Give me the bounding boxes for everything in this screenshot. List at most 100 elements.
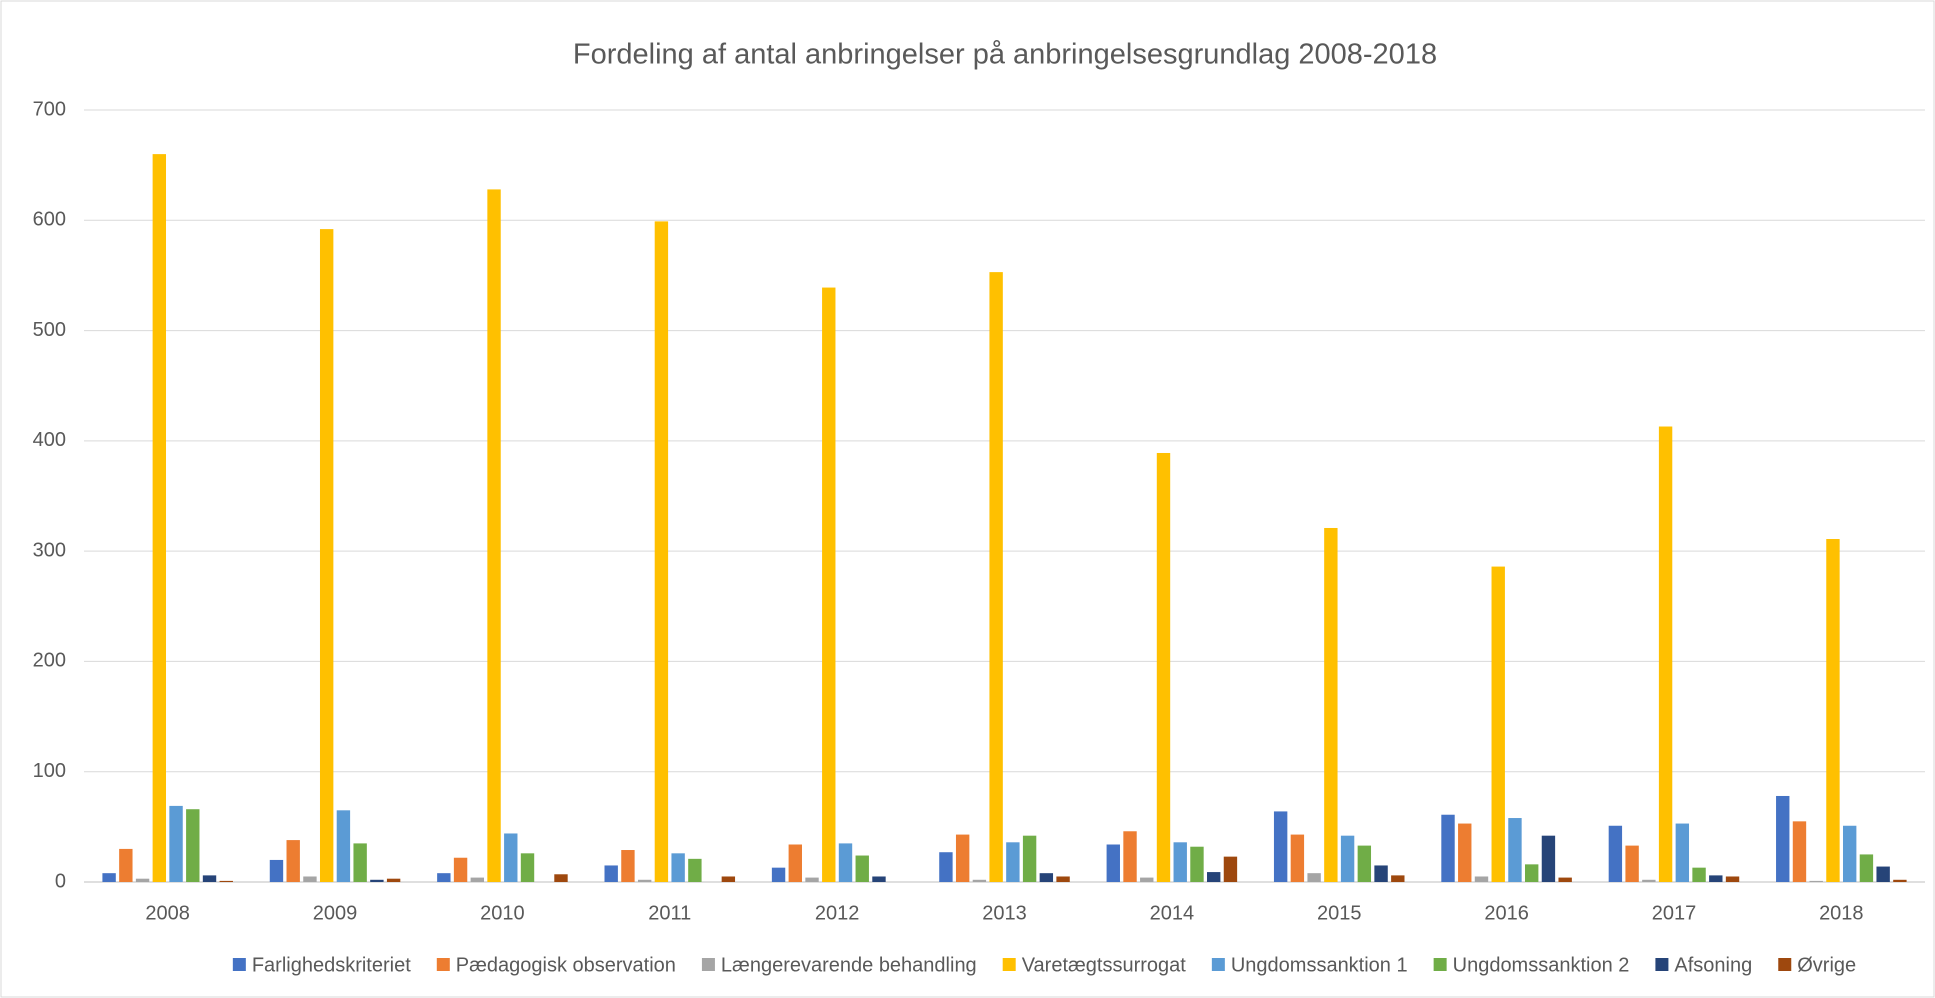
bar [1458, 823, 1472, 882]
bar [688, 858, 702, 882]
bar [1039, 873, 1054, 882]
y-tick-label: 400 [33, 429, 66, 451]
bar [1776, 795, 1790, 882]
bar [1123, 831, 1137, 882]
bar [989, 272, 1003, 882]
bar [1826, 539, 1840, 882]
bar [955, 834, 970, 882]
bar [437, 873, 451, 882]
bar [855, 855, 869, 882]
x-tick-label: 2011 [648, 902, 691, 924]
legend-swatch [1655, 958, 1669, 971]
bar [102, 873, 116, 882]
bar [1709, 875, 1723, 882]
bar [504, 833, 518, 882]
bar [119, 848, 133, 882]
bar [1692, 867, 1706, 882]
bar [872, 876, 886, 882]
bar [1474, 876, 1489, 882]
bar [554, 874, 568, 882]
x-tick-label: 2009 [313, 902, 358, 924]
y-tick-label: 0 [55, 870, 66, 892]
x-tick-label: 2017 [1652, 902, 1697, 924]
x-tick-label: 2016 [1484, 902, 1529, 924]
bar [1324, 527, 1338, 882]
bar [487, 189, 501, 883]
bar [353, 843, 367, 882]
bar [135, 878, 150, 882]
bar [453, 857, 468, 882]
bar [1842, 825, 1857, 882]
bar [1391, 875, 1405, 882]
bar [1642, 879, 1656, 882]
bar [269, 859, 284, 882]
legend-swatch [232, 958, 246, 971]
legend-swatch [1211, 958, 1225, 971]
bar [972, 879, 987, 882]
bar [621, 850, 635, 882]
bar [1140, 877, 1154, 882]
x-tick-label: 2012 [815, 902, 860, 924]
bar [671, 853, 685, 882]
bar [336, 810, 351, 882]
bar [1273, 811, 1288, 882]
y-tick-label: 300 [33, 539, 66, 561]
bar [303, 876, 317, 882]
bar [1558, 877, 1572, 882]
bar [1508, 818, 1522, 882]
bar [1223, 856, 1238, 882]
y-tick-label: 100 [33, 760, 66, 782]
bar [1156, 452, 1171, 882]
bar [838, 843, 853, 882]
bar [152, 154, 167, 883]
bar [1374, 865, 1388, 882]
bar [319, 229, 334, 882]
y-tick-label: 700 [33, 98, 66, 120]
bar [805, 877, 819, 882]
legend-swatch [701, 958, 715, 971]
legend-swatch [1433, 958, 1447, 971]
bar [1190, 846, 1204, 882]
legend-swatch [1778, 958, 1792, 971]
legend-label: Længerevarende behandling [721, 954, 977, 976]
bar [219, 880, 233, 882]
bar [1491, 566, 1505, 882]
bar [202, 875, 217, 882]
legend-label: Pædagogisk observation [456, 954, 676, 976]
bar [470, 877, 484, 882]
bar [1525, 864, 1539, 882]
bar [1876, 866, 1890, 882]
legend-label: Afsoning [1674, 954, 1752, 976]
bar [1725, 876, 1740, 882]
bar [169, 805, 183, 882]
bar [386, 878, 401, 882]
bar [1357, 845, 1372, 882]
bar [939, 852, 953, 882]
bar [520, 853, 535, 882]
legend-label: Øvrige [1797, 954, 1856, 976]
x-tick-label: 2018 [1819, 902, 1864, 924]
legend-swatch [1002, 958, 1016, 971]
bar [286, 840, 300, 882]
bar [1173, 842, 1187, 882]
bar [788, 844, 802, 882]
bar [1340, 835, 1355, 882]
legend-label: Ungdomssanktion 1 [1231, 954, 1408, 976]
bar [1441, 814, 1455, 882]
y-tick-label: 500 [33, 319, 66, 341]
bar [370, 879, 384, 882]
bar [771, 867, 786, 882]
bar [1893, 879, 1907, 882]
x-tick-label: 2014 [1150, 902, 1195, 924]
legend-label: Varetægtssurrogat [1022, 954, 1187, 976]
chart-title: Fordeling af antal anbringelser på anbri… [573, 39, 1437, 71]
bar [1207, 872, 1221, 882]
bar [654, 221, 669, 883]
bar [1625, 845, 1639, 882]
bar [1541, 835, 1556, 882]
y-tick-label: 600 [33, 209, 66, 231]
bar [1792, 821, 1807, 882]
bar [721, 876, 736, 882]
bar [186, 809, 200, 882]
bar [1675, 823, 1690, 882]
